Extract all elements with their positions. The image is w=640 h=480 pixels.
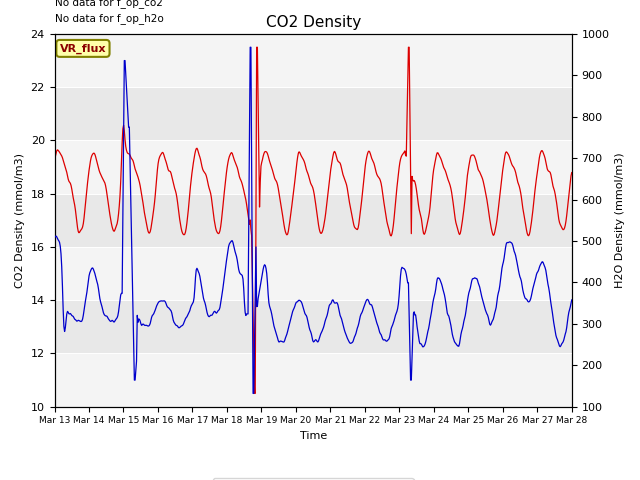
X-axis label: Time: Time: [300, 431, 327, 441]
Legend: li75_co2, li75_h2o: li75_co2, li75_h2o: [212, 478, 413, 480]
Text: VR_flux: VR_flux: [60, 43, 106, 54]
Bar: [54, 353, 572, 407]
Bar: [54, 141, 572, 194]
Text: No data for f_op_co2: No data for f_op_co2: [54, 0, 163, 8]
Bar: [54, 34, 572, 87]
Bar: [54, 247, 572, 300]
Y-axis label: H2O Density (mmol/m3): H2O Density (mmol/m3): [615, 153, 625, 288]
Y-axis label: CO2 Density (mmol/m3): CO2 Density (mmol/m3): [15, 153, 25, 288]
Title: CO2 Density: CO2 Density: [266, 15, 361, 30]
Text: No data for f_op_h2o: No data for f_op_h2o: [54, 13, 163, 24]
